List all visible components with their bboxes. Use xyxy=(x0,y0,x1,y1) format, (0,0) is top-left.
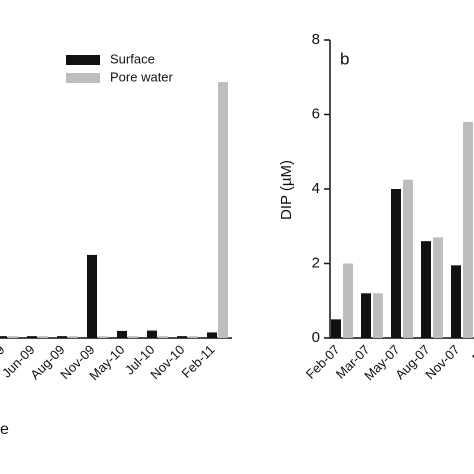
y-tick-label: 0 xyxy=(312,329,320,346)
y-axis-title: DIP (µM) xyxy=(278,160,295,220)
x-tick-label: Ma xyxy=(469,341,474,365)
y-tick-label: 6 xyxy=(312,105,320,122)
bar xyxy=(373,293,383,338)
bar xyxy=(128,336,138,338)
bar xyxy=(463,121,473,338)
bar xyxy=(117,330,127,338)
y-tick-label: 2 xyxy=(312,254,320,271)
bar xyxy=(421,241,431,338)
bar xyxy=(68,336,78,338)
y-tick-label: 8 xyxy=(312,31,320,48)
bar xyxy=(361,293,371,338)
legend-swatch xyxy=(66,73,100,83)
bar xyxy=(57,336,67,338)
bar xyxy=(87,254,97,338)
legend-label: Pore water xyxy=(110,69,174,84)
bar xyxy=(433,237,443,338)
x-tick-label: 09 xyxy=(0,342,8,363)
bar xyxy=(147,330,157,338)
panel-label: b xyxy=(340,49,349,68)
legend-swatch xyxy=(66,55,100,65)
bar xyxy=(343,263,353,338)
bar xyxy=(158,336,168,338)
legend-label: Surface xyxy=(110,51,155,66)
bar xyxy=(391,189,401,338)
y-tick-label: 4 xyxy=(312,180,320,197)
bar xyxy=(27,336,37,338)
bar xyxy=(8,336,18,338)
x-tick-label: Nov-07 xyxy=(422,342,462,382)
bar xyxy=(207,332,217,338)
x-axis-title: e xyxy=(0,421,9,438)
bar xyxy=(218,82,228,338)
bar xyxy=(38,336,48,338)
bar xyxy=(177,336,187,338)
x-tick-label: Feb-11 xyxy=(178,342,217,381)
bar xyxy=(0,336,7,338)
bar xyxy=(451,265,461,338)
bar xyxy=(188,336,198,338)
bar xyxy=(331,319,341,338)
bar xyxy=(403,179,413,338)
bar xyxy=(98,336,108,338)
x-tick-label: Nov-10 xyxy=(147,342,187,382)
